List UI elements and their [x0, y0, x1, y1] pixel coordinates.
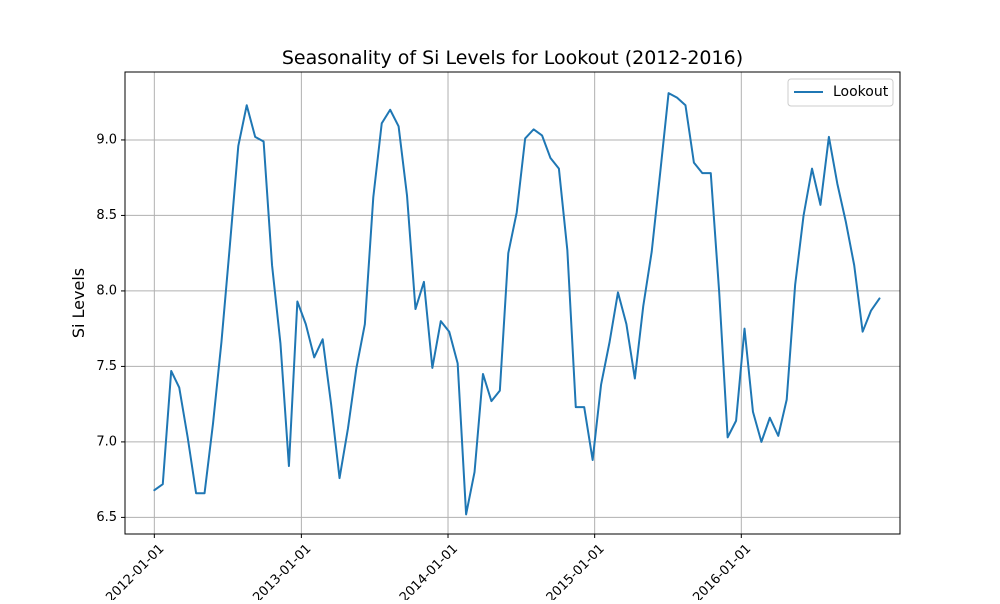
series-layer	[153, 92, 881, 516]
y-tick-label: 9.0	[96, 132, 117, 147]
y-tick-label: 7.0	[96, 434, 117, 449]
legend: Lookout	[787, 78, 894, 107]
y-axis-title: Si Levels	[69, 268, 88, 338]
y-tick-label: 6.5	[96, 510, 117, 525]
chart-title: Seasonality of Si Levels for Lookout (20…	[282, 47, 743, 69]
legend-box	[787, 78, 894, 107]
plot-area-frame	[124, 71, 901, 535]
y-tick-label: 7.5	[96, 359, 117, 374]
gridlines	[125, 72, 900, 534]
series-line-lookout	[153, 92, 881, 516]
y-tick-label: 8.5	[96, 208, 117, 223]
y-tick-label: 8.0	[96, 283, 117, 298]
legend-label: Lookout	[833, 84, 889, 100]
